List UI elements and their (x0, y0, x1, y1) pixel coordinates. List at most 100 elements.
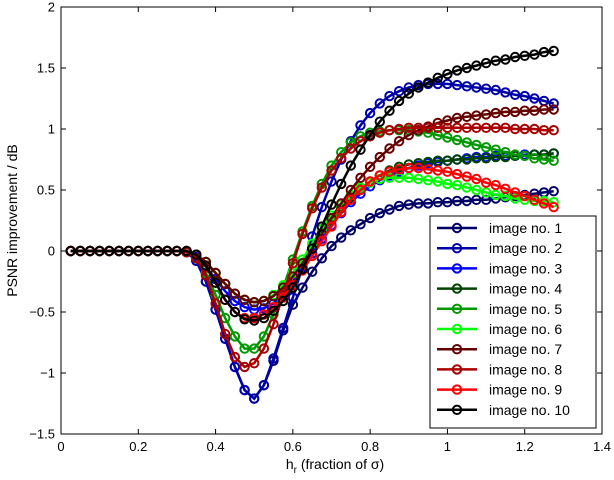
data-point (220, 278, 231, 290)
legend-marker (451, 222, 463, 234)
legend-entry: image no. 7 (437, 341, 562, 357)
data-point (316, 221, 327, 232)
data-point (345, 143, 356, 154)
data-point (403, 199, 414, 210)
data-point (422, 122, 434, 134)
data-point (509, 187, 521, 198)
data-point (326, 221, 337, 232)
legend-marker (451, 263, 463, 274)
data-point (374, 127, 385, 138)
data-point (229, 295, 241, 307)
data-point (239, 301, 250, 313)
data-point (519, 90, 530, 102)
legend-marker (451, 303, 463, 314)
data-point (548, 155, 559, 166)
data-point (529, 194, 540, 206)
legend-label: image no. 1 (489, 220, 562, 236)
data-point (393, 164, 405, 175)
data-point (509, 89, 521, 101)
y-tick-label: 0 (48, 244, 55, 259)
data-point (500, 147, 511, 158)
legend-marker (451, 384, 463, 395)
data-point (432, 129, 443, 141)
data-point (123, 245, 134, 257)
data-point (538, 104, 550, 115)
legend-marker (451, 404, 463, 415)
data-point (529, 188, 540, 199)
data-point (326, 199, 337, 210)
data-point (364, 161, 376, 173)
data-point (442, 115, 453, 126)
legend-label: image no. 9 (489, 382, 562, 398)
data-point (432, 176, 443, 187)
data-point (490, 107, 501, 119)
data-point (249, 315, 260, 326)
data-point (519, 150, 530, 162)
data-point (336, 153, 347, 164)
legend-label: image no. 8 (489, 361, 562, 377)
data-point (104, 245, 115, 257)
data-point (191, 249, 202, 260)
data-point (548, 104, 559, 115)
data-point (471, 110, 482, 121)
data-point (490, 55, 501, 66)
data-point (490, 84, 501, 96)
data-point (84, 245, 96, 257)
data-point (422, 77, 434, 88)
data-point (480, 109, 492, 120)
data-point (432, 72, 443, 84)
data-point (220, 294, 231, 305)
x-tick-label: 1.4 (593, 439, 611, 454)
data-point (364, 212, 376, 224)
data-point (432, 155, 443, 166)
legend-entry: image no. 2 (437, 240, 562, 256)
data-point (393, 123, 405, 135)
data-point (268, 353, 279, 364)
x-tick-label: 1.2 (516, 439, 534, 454)
data-point (442, 166, 453, 177)
data-point (355, 184, 366, 196)
x-tick-label: 0.6 (284, 439, 302, 454)
x-axis-label-subscript: r (294, 465, 298, 476)
data-point (249, 297, 260, 308)
data-point (480, 177, 492, 188)
x-axis-label-main: h (286, 456, 294, 472)
data-point (442, 197, 453, 208)
legend-marker (451, 243, 463, 254)
data-point (538, 125, 550, 136)
legend-entry: image no. 10 (437, 402, 570, 418)
data-point (509, 106, 521, 118)
data-point (287, 258, 299, 269)
data-point (480, 187, 492, 198)
data-point (422, 175, 434, 186)
data-point (451, 154, 463, 165)
data-point (529, 123, 540, 135)
data-point (519, 123, 530, 135)
data-point (316, 236, 327, 247)
data-point (316, 201, 327, 213)
data-point (500, 183, 511, 195)
data-point (519, 190, 530, 202)
data-point (364, 176, 376, 187)
data-point (471, 184, 482, 196)
legend: image no. 1 image no. 2 image no. 3 image n… (429, 215, 597, 429)
data-point (384, 166, 395, 177)
data-point (548, 201, 559, 213)
data-point (413, 198, 424, 209)
data-point (374, 208, 385, 219)
data-point (307, 203, 318, 214)
data-point (393, 200, 405, 212)
x-tick-label: 0.8 (361, 439, 379, 454)
legend-box (429, 215, 597, 429)
data-point (258, 343, 270, 354)
data-point (287, 292, 299, 303)
legend-entry: image no. 3 (437, 260, 562, 276)
data-point (142, 245, 154, 257)
data-point (451, 122, 463, 134)
data-point (471, 82, 482, 93)
data-point (65, 245, 76, 257)
y-tick-label: −0.5 (29, 305, 55, 320)
data-point (490, 122, 501, 134)
data-point (297, 264, 308, 275)
data-point (519, 105, 530, 116)
